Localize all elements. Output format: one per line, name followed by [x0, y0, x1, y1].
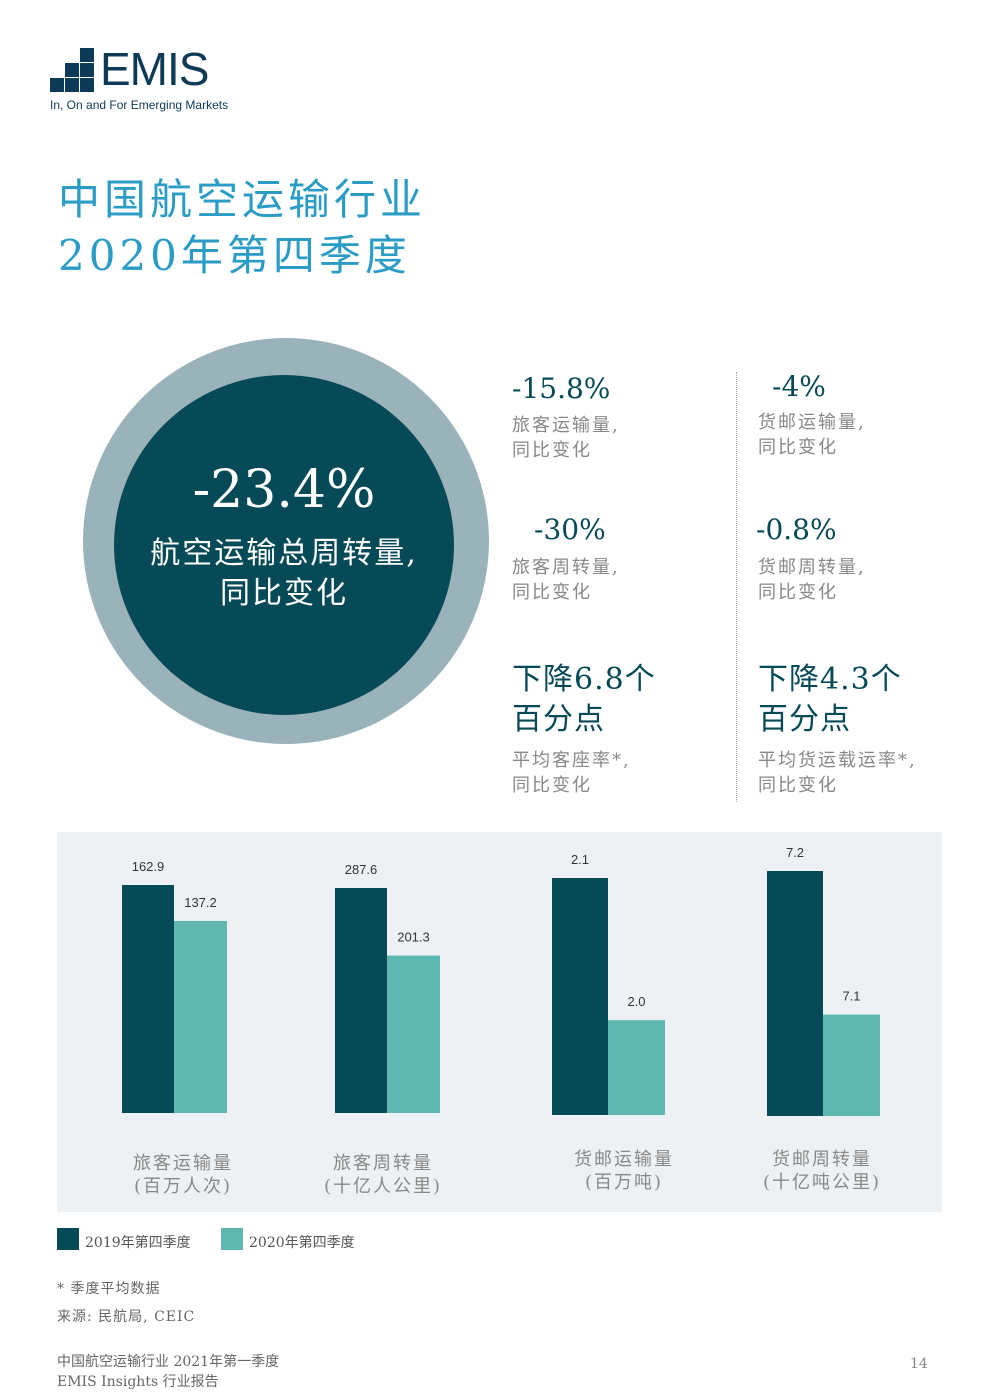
bar-2019-cat1: [335, 888, 387, 1113]
legend-label-2020: 2020年第四季度: [249, 1235, 355, 1251]
data-label-2019-cat2: 2.1: [571, 852, 589, 867]
category-label-line2: (百万人次): [133, 1176, 233, 1197]
stat-seat-rate-change: 下降6.8个 百分点: [512, 660, 656, 740]
bar-2019-cat0: [122, 885, 174, 1113]
highlight-label: 航空运输总周转量, 同比变化: [114, 534, 454, 614]
stats-divider: [736, 372, 737, 802]
legend-label-2019: 2019年第四季度: [85, 1235, 191, 1251]
category-label-cargo-turnover: 货邮周转量 (十亿吨公里): [742, 1148, 902, 1194]
category-label-line1: 货邮周转量: [772, 1149, 872, 1170]
highlight-label-line1: 航空运输总周转量,: [150, 536, 418, 571]
bar-2019-cat2: [552, 878, 608, 1115]
stat-desc-line2: 同比变化: [758, 775, 838, 796]
data-label-2019-cat1: 287.6: [345, 862, 378, 877]
stat-cargo-volume-desc: 货邮运输量, 同比变化: [758, 410, 866, 460]
stat-passenger-turnover-value: -30%: [534, 513, 606, 546]
stat-desc-line2: 同比变化: [512, 582, 592, 603]
footer: 中国航空运输行业 2021年第一季度 EMIS Insights 行业报告: [57, 1352, 279, 1392]
bar-2020-cat2: [608, 1020, 665, 1115]
title-line1: 中国航空运输行业: [58, 175, 427, 224]
stat-cargo-turnover-value: -0.8%: [756, 513, 837, 546]
category-label-line1: 旅客运输量: [133, 1153, 233, 1174]
bar-chart: 162.9 137.2 287.6 201.3 2.1 2.0 7.2 7.1: [122, 845, 880, 1116]
data-label-2019-cat3: 7.2: [786, 845, 804, 860]
stat-desc-line2: 同比变化: [512, 440, 592, 461]
stat-desc-line2: 同比变化: [758, 437, 838, 458]
data-label-2020-cat1: 201.3: [397, 930, 430, 945]
logo-mark-icon: [50, 48, 94, 92]
stat-cargo-turnover-desc: 货邮周转量, 同比变化: [758, 555, 866, 605]
stat-passenger-volume-value: -15.8%: [512, 372, 611, 405]
stat-big-line2: 百分点: [512, 702, 605, 737]
category-label-line1: 货邮运输量: [574, 1149, 674, 1170]
source-note: 来源: 民航局, CEIC: [57, 1309, 196, 1325]
logo-brand: EMIS: [100, 43, 209, 95]
legend-swatch-2020: [221, 1228, 243, 1250]
highlight-value: -23.4%: [192, 460, 376, 520]
stat-desc-line2: 同比变化: [512, 775, 592, 796]
title-line2: 2020年第四季度: [58, 231, 411, 280]
page-number: 14: [910, 1356, 928, 1372]
stat-load-rate-desc: 平均货运载运率*, 同比变化: [758, 748, 917, 798]
stat-load-rate-change: 下降4.3个 百分点: [758, 660, 902, 740]
stat-passenger-volume-desc: 旅客运输量, 同比变化: [512, 413, 620, 463]
category-label-line2: (十亿吨公里): [762, 1172, 882, 1193]
stat-desc-line1: 货邮运输量,: [758, 412, 866, 433]
data-label-2020-cat0: 137.2: [184, 895, 217, 910]
category-label-passenger-turnover: 旅客周转量 (十亿人公里): [303, 1152, 463, 1198]
stat-desc-line1: 平均客座率*,: [512, 750, 631, 771]
highlight-label-line2: 同比变化: [220, 576, 348, 611]
stat-desc-line2: 同比变化: [758, 582, 838, 603]
data-label-2020-cat2: 2.0: [627, 994, 645, 1009]
category-label-line2: (百万吨): [584, 1172, 664, 1193]
legend-swatch-2019: [57, 1228, 79, 1250]
stat-desc-line1: 平均货运载运率*,: [758, 750, 917, 771]
bar-2020-cat3: [823, 1014, 880, 1116]
stat-desc-line1: 旅客运输量,: [512, 415, 620, 436]
logo-tagline: In, On and For Emerging Markets: [50, 98, 229, 112]
highlight-disc: [114, 375, 454, 715]
bar-2019-cat3: [767, 871, 823, 1116]
stat-big-line1: 下降4.3个: [758, 662, 902, 697]
stat-desc-line1: 旅客周转量,: [512, 557, 620, 578]
page-title: 中国航空运输行业 2020年第四季度: [58, 172, 426, 284]
footer-line2: EMIS Insights 行业报告: [57, 1374, 219, 1390]
bar-2020-cat1: [387, 955, 440, 1113]
stat-seat-rate-desc: 平均客座率*, 同比变化: [512, 748, 631, 798]
category-label-line1: 旅客周转量: [333, 1153, 433, 1174]
stat-big-line2: 百分点: [758, 702, 851, 737]
data-label-2020-cat3: 7.1: [842, 989, 860, 1004]
category-label-passenger-volume: 旅客运输量 (百万人次): [103, 1152, 263, 1198]
stat-big-line1: 下降6.8个: [512, 662, 656, 697]
category-label-line2: (十亿人公里): [323, 1176, 443, 1197]
asterisk-note: * 季度平均数据: [57, 1281, 161, 1297]
stat-desc-line1: 货邮周转量,: [758, 557, 866, 578]
bar-2020-cat0: [174, 920, 227, 1113]
data-label-2019-cat0: 162.9: [132, 859, 165, 874]
footer-line1: 中国航空运输行业 2021年第一季度: [57, 1354, 280, 1370]
category-label-cargo-volume: 货邮运输量 (百万吨): [544, 1148, 704, 1194]
stat-passenger-turnover-desc: 旅客周转量, 同比变化: [512, 555, 620, 605]
stat-cargo-volume-value: -4%: [772, 370, 826, 403]
